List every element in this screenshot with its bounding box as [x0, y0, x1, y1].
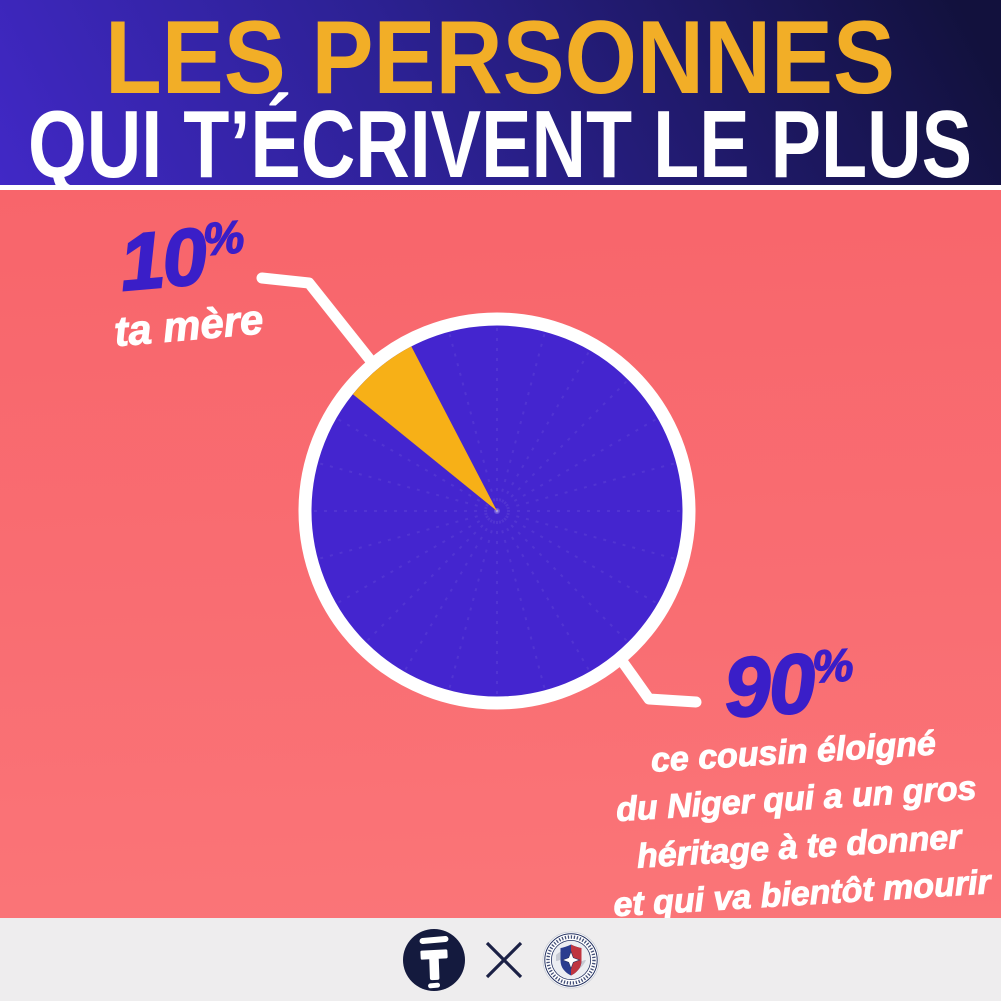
pie-chart [298, 312, 696, 710]
callout-90-percent: 90% ce cousin éloigné du Niger qui a un … [577, 629, 1001, 928]
page-title-line1: LES PERSONNES [105, 0, 895, 116]
footer-bar [0, 918, 1001, 1001]
topito-logo-icon [402, 928, 465, 991]
page-title-line2: QUI T’ÉCRIVENT LE PLUS [28, 91, 972, 185]
multiply-icon [485, 941, 522, 978]
callout-10-percent: 10% ta mère [80, 209, 291, 359]
pie-slice-10-percent [352, 346, 497, 511]
value-10-percent: 10% [80, 209, 286, 308]
value-90-number: 90 [720, 635, 817, 736]
header-banner: LES PERSONNES QUI T’ÉCRIVENT LE PLUS [0, 0, 1001, 185]
chart-area: 10% ta mère 90% ce cousin éloigné du Nig… [0, 190, 1001, 925]
header-title: LES PERSONNES QUI T’ÉCRIVENT LE PLUS [28, 0, 972, 185]
percent-sign: % [200, 209, 247, 266]
anssi-seal-logo-icon [542, 931, 599, 988]
header-divider [0, 185, 1001, 190]
value-10-number: 10 [115, 210, 209, 308]
percent-sign: % [810, 638, 855, 694]
